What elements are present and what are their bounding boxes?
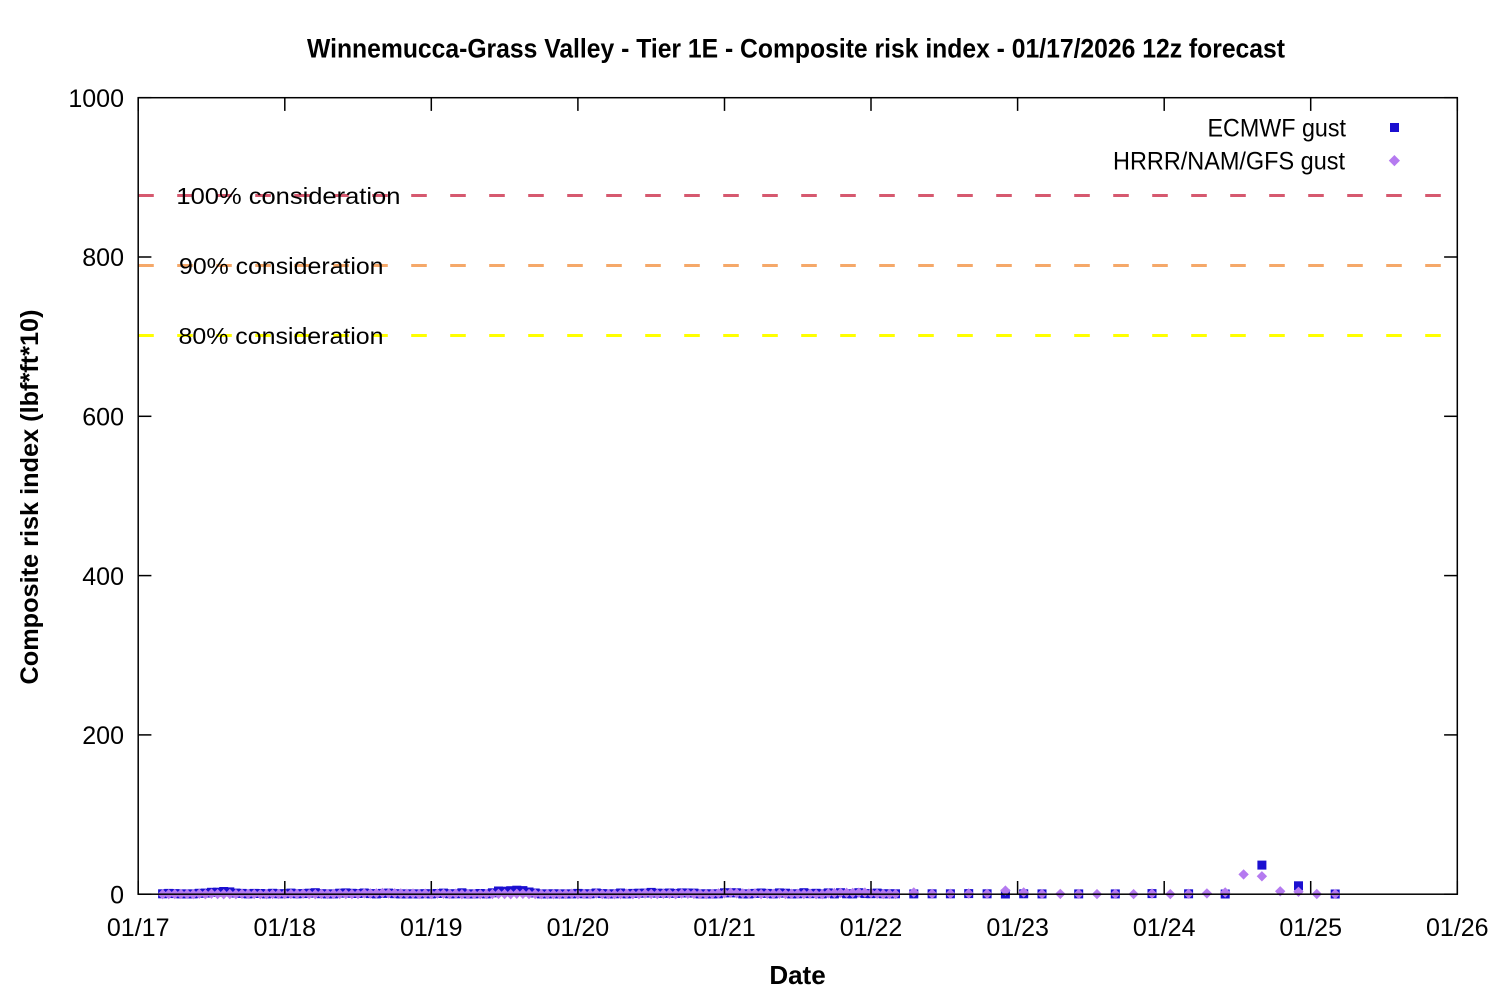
svg-text:01/21: 01/21	[693, 914, 756, 942]
svg-text:01/23: 01/23	[986, 914, 1049, 942]
svg-text:01/20: 01/20	[547, 914, 610, 942]
svg-text:ECMWF gust: ECMWF gust	[1208, 114, 1347, 142]
svg-text:01/24: 01/24	[1133, 914, 1196, 942]
svg-text:1000: 1000	[68, 85, 124, 113]
svg-text:0: 0	[110, 881, 124, 909]
svg-text:01/25: 01/25	[1279, 914, 1342, 942]
svg-text:Winnemucca-Grass Valley - Tier: Winnemucca-Grass Valley - Tier 1E - Comp…	[307, 34, 1285, 64]
svg-text:01/17: 01/17	[107, 914, 170, 942]
svg-text:HRRR/NAM/GFS gust: HRRR/NAM/GFS gust	[1113, 147, 1345, 175]
svg-text:800: 800	[82, 244, 124, 272]
svg-text:400: 400	[82, 563, 124, 591]
svg-text:90% consideration: 90% consideration	[179, 253, 384, 279]
svg-text:01/19: 01/19	[400, 914, 463, 942]
svg-text:100% consideration: 100% consideration	[176, 183, 400, 209]
svg-text:200: 200	[82, 722, 124, 750]
svg-text:600: 600	[82, 404, 124, 432]
svg-text:01/18: 01/18	[254, 914, 317, 942]
svg-text:Date: Date	[769, 960, 825, 990]
svg-text:01/26: 01/26	[1426, 914, 1489, 942]
svg-text:Composite risk index (lbf*ft*1: Composite risk index (lbf*ft*10)	[16, 310, 44, 685]
svg-text:01/22: 01/22	[840, 914, 903, 942]
svg-text:80% consideration: 80% consideration	[179, 323, 384, 349]
